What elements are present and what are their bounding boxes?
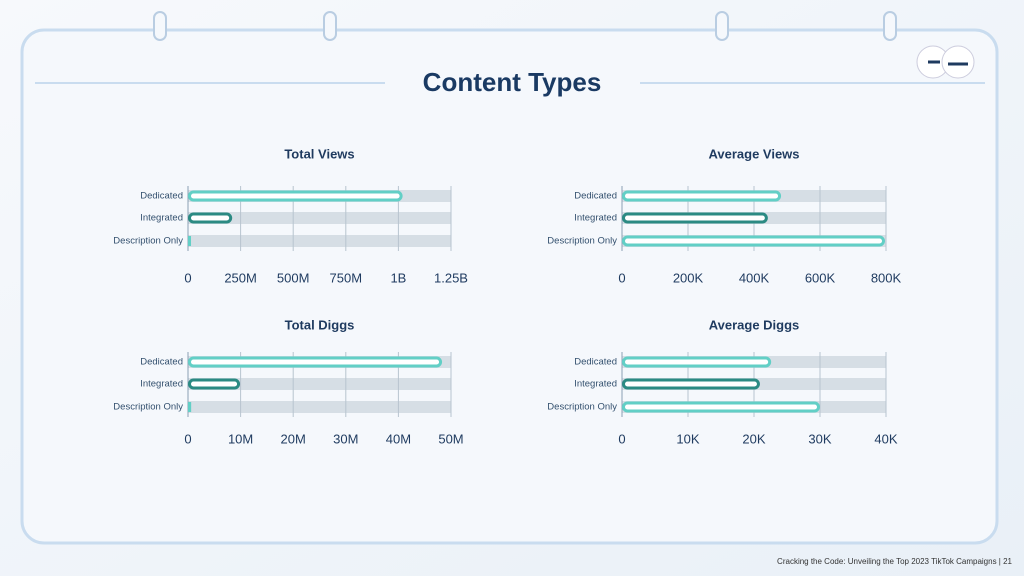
x-tick-label: 250M — [224, 270, 257, 285]
x-tick-label: 40K — [874, 431, 897, 446]
bar — [622, 212, 768, 224]
category-label: Description Only — [113, 236, 183, 247]
bar — [188, 212, 233, 224]
binder-rings — [153, 11, 897, 41]
x-tick-label: 1B — [390, 270, 406, 285]
x-tick-label: 800K — [871, 270, 902, 285]
bar — [188, 402, 192, 412]
bar-track — [188, 235, 451, 247]
x-tick-label: 30K — [808, 431, 831, 446]
category-label: Integrated — [574, 379, 617, 390]
x-tick-label: 0 — [618, 431, 625, 446]
slide-title: Content Types — [423, 67, 602, 97]
bar-track — [188, 401, 451, 413]
bar — [188, 236, 191, 246]
bar-track — [188, 212, 451, 224]
x-tick-label: 0 — [618, 270, 625, 285]
x-tick-label: 10M — [228, 431, 253, 446]
x-tick-label: 0 — [184, 431, 191, 446]
category-label: Description Only — [113, 402, 183, 413]
bar-track — [188, 378, 451, 390]
chart-title: Total Diggs — [285, 317, 355, 332]
footer: Cracking the Code: Unveiling the Top 202… — [777, 557, 1013, 566]
bar — [188, 190, 403, 202]
x-tick-label: 200K — [673, 270, 704, 285]
x-tick-label: 600K — [805, 270, 836, 285]
bar — [188, 356, 443, 368]
x-tick-label: 0 — [184, 270, 191, 285]
chart-title: Total Views — [284, 146, 354, 161]
chart-title: Average Views — [708, 146, 799, 161]
bar — [622, 235, 886, 247]
category-label: Dedicated — [574, 357, 617, 368]
x-tick-label: 20M — [281, 431, 306, 446]
category-label: Integrated — [140, 213, 183, 224]
category-label: Integrated — [140, 379, 183, 390]
x-tick-label: 10K — [676, 431, 699, 446]
category-label: Description Only — [547, 236, 617, 247]
x-tick-label: 20K — [742, 431, 765, 446]
x-tick-label: 50M — [438, 431, 463, 446]
bar — [622, 378, 760, 390]
x-tick-label: 40M — [386, 431, 411, 446]
category-label: Dedicated — [140, 191, 183, 202]
chart-title: Average Diggs — [709, 317, 800, 332]
x-tick-label: 1.25B — [434, 270, 468, 285]
bar — [622, 190, 782, 202]
x-tick-label: 30M — [333, 431, 358, 446]
category-label: Integrated — [574, 213, 617, 224]
x-tick-label: 500M — [277, 270, 310, 285]
category-label: Dedicated — [574, 191, 617, 202]
category-label: Description Only — [547, 402, 617, 413]
category-label: Dedicated — [140, 357, 183, 368]
x-tick-label: 750M — [330, 270, 363, 285]
bar — [188, 378, 241, 390]
slide-frame — [20, 28, 999, 545]
bar — [622, 356, 772, 368]
x-tick-label: 400K — [739, 270, 770, 285]
bar — [622, 401, 820, 413]
logo — [916, 45, 975, 79]
